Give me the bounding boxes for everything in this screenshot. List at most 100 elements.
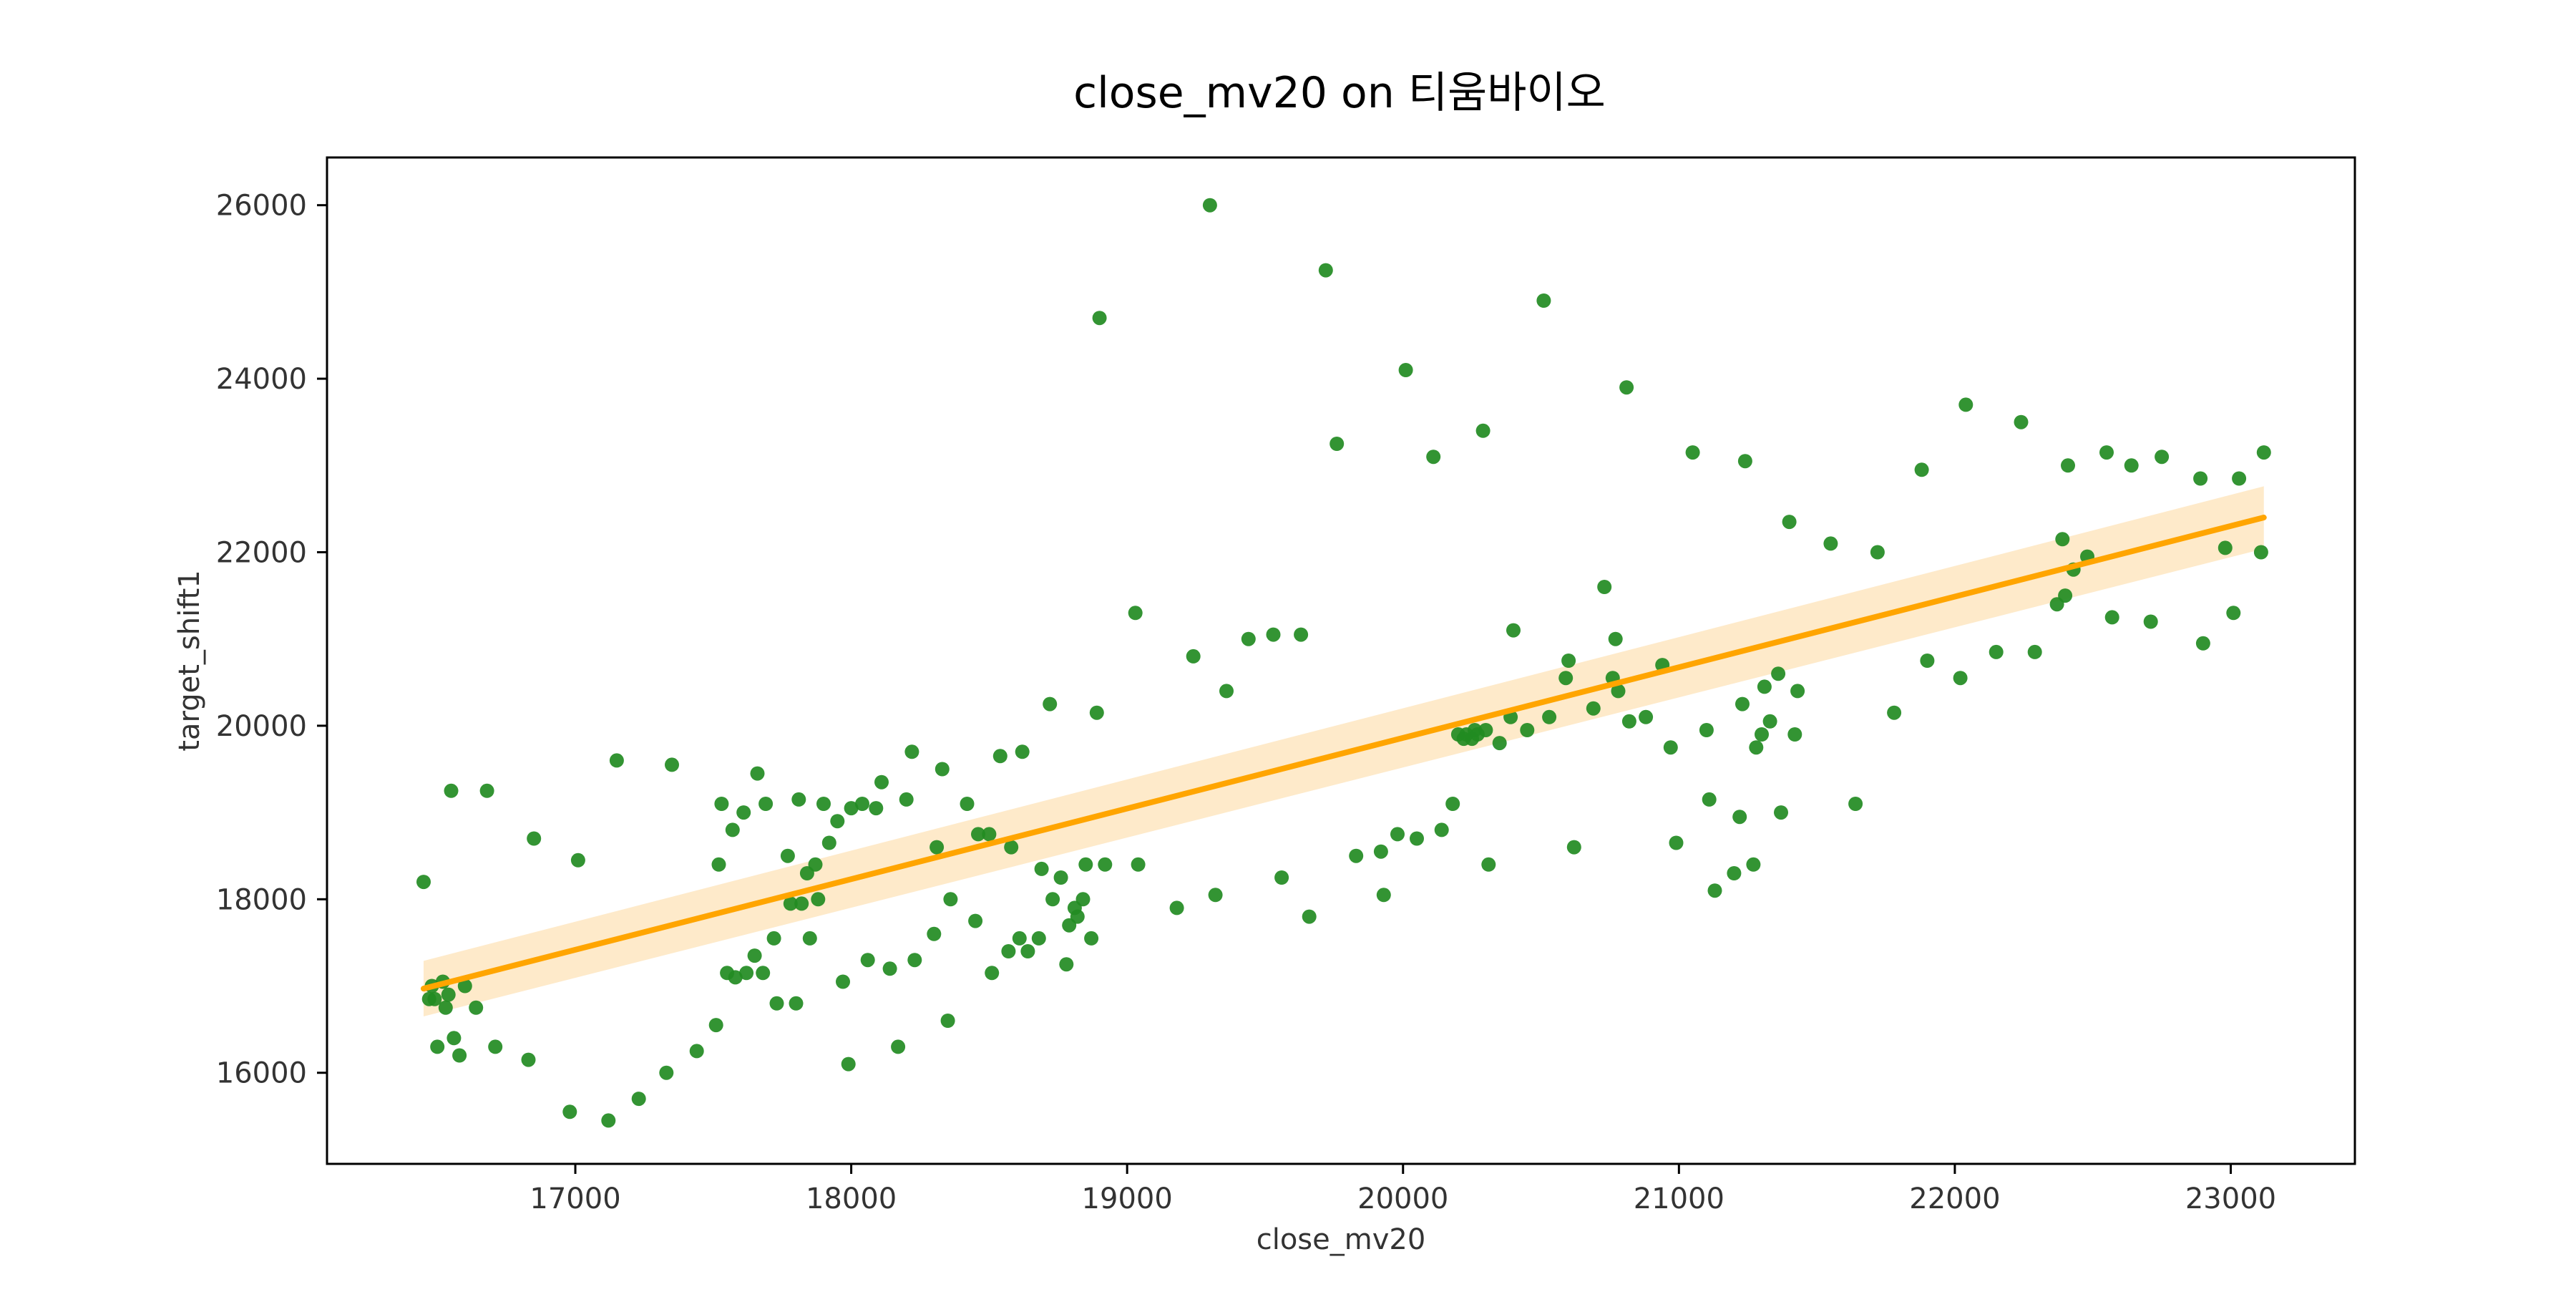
data-point	[1169, 900, 1184, 915]
data-point	[1434, 822, 1449, 837]
data-point	[791, 792, 806, 807]
data-point	[1823, 536, 1838, 551]
data-point	[1619, 380, 1634, 395]
data-point	[1075, 892, 1091, 907]
data-point	[821, 835, 836, 850]
data-point	[1445, 797, 1460, 811]
data-point	[869, 801, 884, 816]
data-point	[836, 974, 850, 989]
data-point	[1707, 883, 1722, 898]
data-point	[427, 991, 442, 1006]
data-point	[444, 783, 459, 798]
data-point	[960, 797, 975, 811]
data-point	[1376, 888, 1391, 903]
data-point	[570, 853, 585, 868]
x-tick-label: 17000	[530, 1182, 620, 1215]
x-tick-label: 21000	[1634, 1182, 1724, 1215]
data-point	[1084, 931, 1099, 946]
data-point	[2195, 636, 2210, 651]
plot-frame	[326, 156, 2356, 1165]
data-point	[808, 857, 823, 872]
x-tick-label: 18000	[806, 1182, 897, 1215]
data-point	[1870, 545, 1885, 560]
data-point	[1566, 840, 1581, 855]
data-point	[940, 1014, 955, 1028]
data-point	[1398, 363, 1413, 377]
data-point	[802, 931, 817, 946]
data-point	[769, 996, 784, 1011]
data-point	[1186, 649, 1201, 664]
x-axis-ticks: 17000 18000 19000 20000 21000 22000 23000	[530, 1164, 2276, 1215]
data-point	[479, 783, 494, 798]
data-point	[1727, 866, 1742, 880]
data-point	[1920, 654, 1935, 668]
regression-line-layer	[420, 515, 2267, 992]
data-point	[2099, 445, 2114, 460]
data-point	[2253, 545, 2268, 560]
data-point	[441, 987, 456, 1002]
data-point	[1020, 944, 1035, 958]
data-point	[904, 744, 919, 759]
data-point	[1089, 705, 1104, 720]
x-tick-label: 23000	[2185, 1182, 2276, 1215]
data-point	[1004, 840, 1019, 855]
chart-title: close_mv20 on 티움바이오	[1073, 68, 1606, 118]
data-point	[1012, 931, 1027, 946]
data-point	[758, 797, 774, 811]
x-axis-label: close_mv20	[1257, 1223, 1426, 1256]
data-point	[1481, 857, 1496, 872]
data-point	[609, 753, 624, 768]
data-point	[1848, 797, 1863, 811]
data-point	[985, 966, 1000, 981]
data-point	[665, 757, 679, 772]
data-point	[711, 857, 726, 872]
data-point	[1685, 445, 1700, 460]
data-point	[794, 896, 809, 911]
data-point	[1663, 740, 1678, 755]
data-point	[2027, 644, 2042, 659]
data-point	[1669, 835, 1684, 850]
data-point	[882, 961, 897, 976]
data-point	[631, 1092, 646, 1107]
y-tick-label: 18000	[216, 883, 307, 916]
y-axis-label: target_shift1	[173, 570, 206, 751]
data-point	[1031, 931, 1046, 946]
data-point	[1749, 740, 1764, 755]
data-point	[1045, 892, 1060, 907]
data-point	[457, 978, 472, 994]
data-point	[943, 892, 958, 907]
data-point	[1426, 450, 1441, 465]
data-point	[1953, 671, 1968, 686]
data-point	[1043, 696, 1058, 711]
data-point	[1914, 462, 1929, 477]
y-tick-label: 24000	[216, 363, 307, 396]
data-point	[488, 1039, 503, 1054]
data-point	[992, 749, 1008, 764]
data-point	[2218, 540, 2233, 555]
data-point	[816, 797, 831, 811]
data-point	[1001, 944, 1016, 958]
y-tick-label: 16000	[216, 1057, 307, 1090]
data-point	[1989, 644, 2004, 659]
x-tick-label: 20000	[1357, 1182, 1448, 1215]
data-point	[1274, 870, 1289, 885]
data-point	[430, 1039, 445, 1054]
data-point	[1202, 198, 1217, 213]
data-point	[1621, 714, 1636, 729]
y-tick-label: 22000	[216, 536, 307, 569]
data-point	[1586, 701, 1601, 716]
data-point	[1771, 666, 1786, 681]
data-point	[1608, 631, 1623, 646]
data-point	[874, 774, 889, 790]
data-point	[714, 797, 729, 811]
data-point	[739, 966, 754, 981]
data-point	[659, 1065, 674, 1080]
data-point	[968, 913, 983, 928]
data-point	[841, 1057, 856, 1072]
data-point	[2058, 588, 2073, 603]
data-point	[2193, 471, 2208, 486]
data-point	[1746, 857, 1761, 872]
data-point	[1699, 723, 1714, 737]
